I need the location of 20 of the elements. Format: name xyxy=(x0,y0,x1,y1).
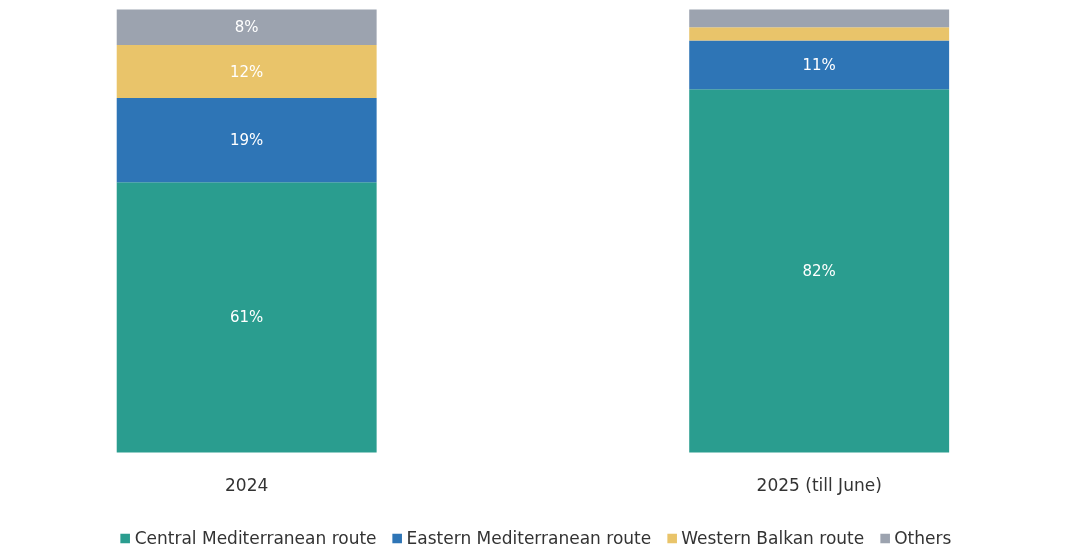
bar xyxy=(689,89,950,453)
legend-label: Eastern Mediterranean route xyxy=(406,528,652,548)
legend-label: Central Mediterranean route xyxy=(134,528,377,548)
x-tick-label: 2025 (till June) xyxy=(756,474,882,495)
bar xyxy=(116,9,377,45)
x-tick-label: 2024 xyxy=(225,475,269,495)
data-label: 19% xyxy=(230,131,264,150)
bar xyxy=(116,98,377,183)
data-label: 61% xyxy=(230,308,264,327)
data-label: 12% xyxy=(230,62,264,81)
bar xyxy=(689,40,950,90)
legend-label: Western Balkan route xyxy=(681,528,865,548)
bar xyxy=(689,9,950,28)
data-label: 11% xyxy=(802,55,836,74)
bar xyxy=(689,27,950,41)
bar xyxy=(116,182,377,453)
legend-label: Others xyxy=(894,528,952,548)
bar xyxy=(116,44,377,99)
data-label: 8% xyxy=(234,18,259,37)
data-label: 82% xyxy=(802,261,836,280)
